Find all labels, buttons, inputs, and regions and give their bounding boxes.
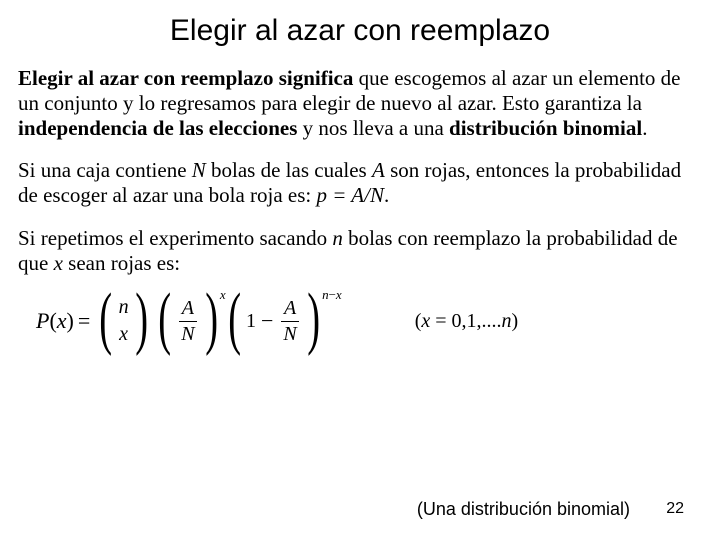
var-N: N [192, 158, 206, 182]
var-n: n [332, 226, 343, 250]
frac-num: A [179, 297, 197, 321]
bold-phrase: independencia de las elecciones [18, 116, 297, 140]
formula-domain: (x = 0,1,....n) [415, 310, 519, 333]
text: bolas de las cuales [206, 158, 372, 182]
exp-minus: − [329, 287, 336, 302]
page-number: 22 [666, 500, 684, 518]
paren: ) [512, 310, 519, 332]
paren-big-open: ( [158, 291, 171, 347]
binom-top: n [119, 294, 129, 321]
text: Si una caja contiene [18, 158, 192, 182]
bold-phrase: distribución binomial [449, 116, 642, 140]
var-x: x [421, 310, 430, 332]
paren-big-close: ) [205, 291, 218, 347]
binomial-formula: P(x) = ( n x ) ( A N ) x ( 1 − A N ) n−x [36, 293, 345, 349]
frac-den: N [280, 322, 299, 345]
frac-num: A [281, 297, 299, 321]
text: y nos lleva a una [297, 116, 449, 140]
slide-title: Elegir al azar con reemplazo [18, 14, 702, 48]
one: 1 [246, 310, 256, 333]
paren-big-close: ) [307, 291, 320, 347]
caption-label: (Una distribución binomial) [417, 499, 630, 520]
paren: ) [67, 308, 74, 334]
binomial-coeff: n x [118, 294, 130, 348]
paragraph-setup: Si una caja contiene N bolas de las cual… [18, 158, 702, 208]
paren-big-open: ( [100, 291, 113, 347]
prob-expression: p = A/N [317, 183, 384, 207]
text: . [642, 116, 647, 140]
bold-phrase: Elegir al azar con reemplazo significa [18, 66, 353, 90]
paren: ( [49, 308, 56, 334]
formula-row: P(x) = ( n x ) ( A N ) x ( 1 − A N ) n−x [36, 293, 702, 349]
fraction-A-N: A N [176, 297, 199, 345]
slide: Elegir al azar con reemplazo Elegir al a… [0, 0, 720, 540]
var-x: x [54, 251, 63, 275]
fraction-A-N-2: A N [278, 297, 301, 345]
equals: = [74, 308, 94, 334]
lhs-arg: x [57, 308, 67, 334]
paragraph-definition: Elegir al azar con reemplazo significa q… [18, 66, 702, 140]
binom-bot: x [119, 321, 128, 348]
text: Si repetimos el experimento sacando [18, 226, 332, 250]
lhs-P: P [36, 308, 49, 334]
exponent-x: x [220, 287, 226, 303]
paren-big-close: ) [135, 291, 148, 347]
exp-x: x [336, 287, 342, 302]
text: . [384, 183, 389, 207]
paragraph-repeat: Si repetimos el experimento sacando n bo… [18, 226, 702, 276]
domain-values: = 0,1,.... [430, 310, 501, 332]
var-n: n [502, 310, 512, 332]
paren-big-open: ( [228, 291, 241, 347]
var-A: A [372, 158, 385, 182]
text: sean rojas es: [63, 251, 180, 275]
frac-den: N [178, 322, 197, 345]
minus-sign: − [256, 308, 278, 334]
exponent-n-minus-x: n−x [322, 287, 342, 303]
